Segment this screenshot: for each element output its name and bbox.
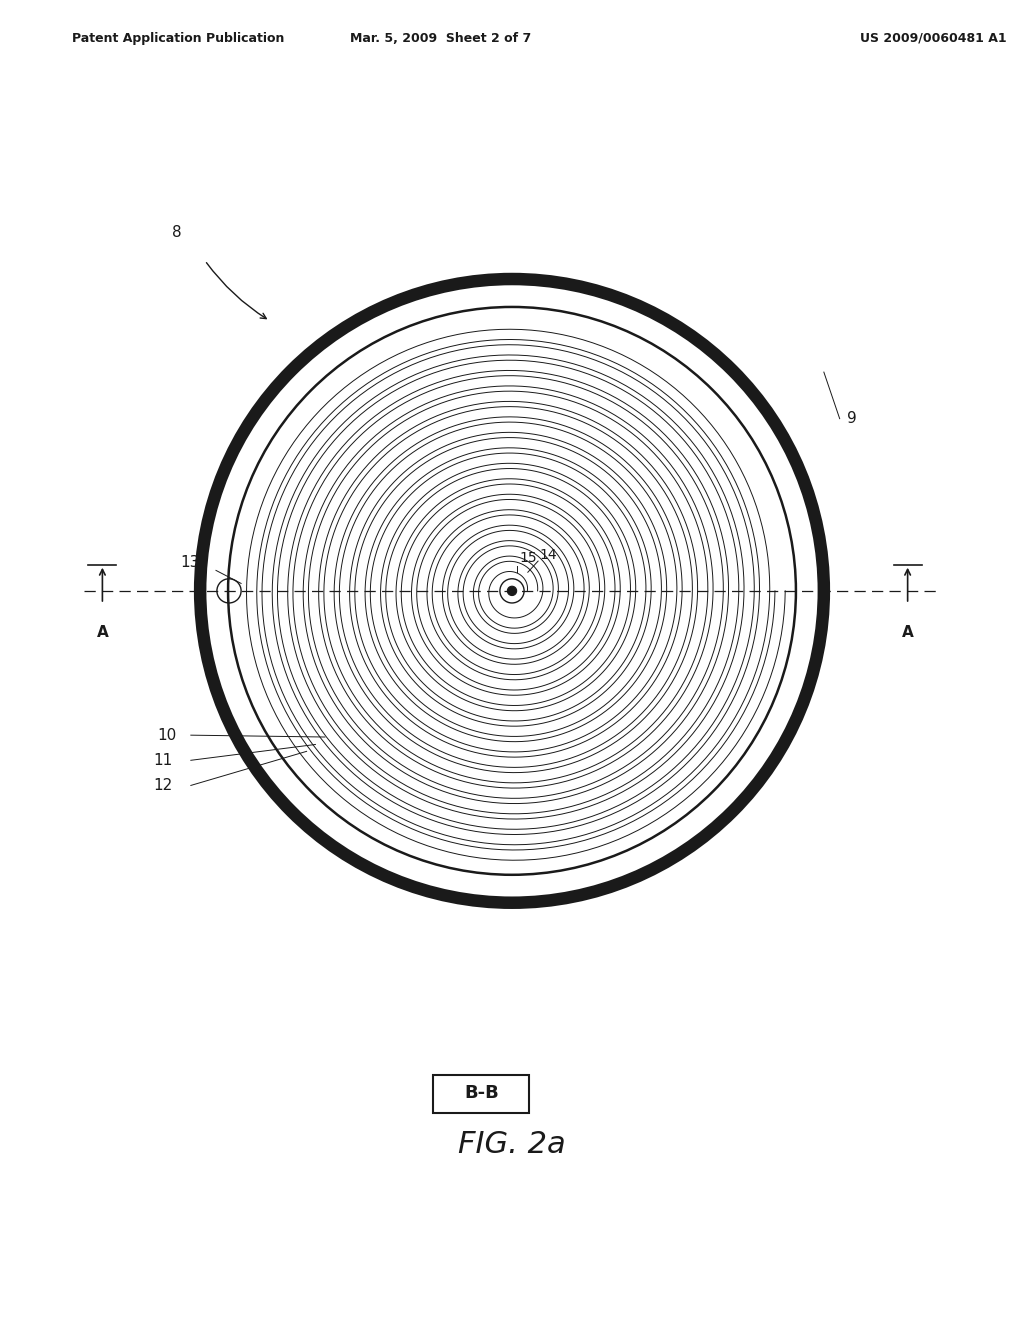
Text: B-B: B-B (464, 1085, 499, 1102)
Text: 12: 12 (153, 777, 172, 793)
Text: A: A (96, 626, 109, 640)
Text: 11: 11 (153, 752, 172, 768)
Text: A: A (902, 626, 913, 640)
Text: 14: 14 (540, 549, 557, 562)
Text: 10: 10 (158, 727, 177, 743)
Text: 13: 13 (181, 556, 200, 570)
Text: Mar. 5, 2009  Sheet 2 of 7: Mar. 5, 2009 Sheet 2 of 7 (349, 32, 531, 45)
Text: Patent Application Publication: Patent Application Publication (72, 32, 284, 45)
Circle shape (507, 586, 517, 595)
FancyBboxPatch shape (433, 1076, 529, 1113)
Text: US 2009/0060481 A1: US 2009/0060481 A1 (860, 32, 1007, 45)
Text: FIG. 2a: FIG. 2a (458, 1130, 566, 1159)
Text: 9: 9 (847, 411, 857, 426)
Text: 8: 8 (172, 224, 181, 240)
Text: 15: 15 (519, 550, 537, 565)
